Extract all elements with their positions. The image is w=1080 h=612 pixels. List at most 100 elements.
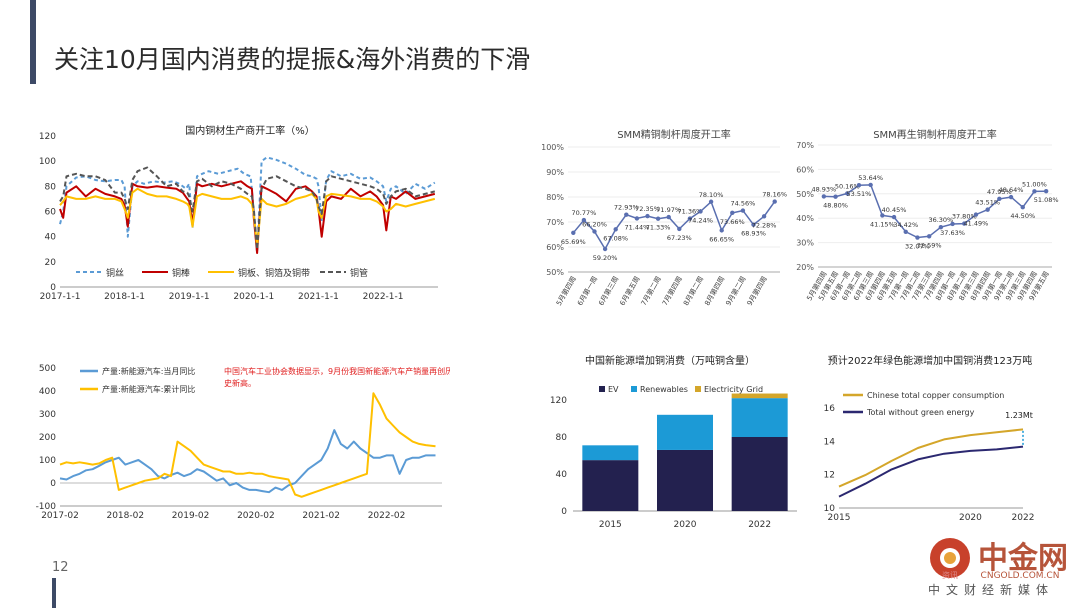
y-tick-label: -100 (36, 502, 57, 512)
data-point (1043, 188, 1049, 194)
y-tick-label: 400 (39, 387, 56, 397)
x-tick-label: 2015 (828, 513, 851, 523)
y-tick-label: 40% (796, 214, 814, 223)
chart-title: SMM精铜制杆周度开工率 (617, 128, 731, 141)
x-tick-label: 2020 (959, 513, 982, 523)
x-tick-label: 2020-02 (237, 511, 275, 521)
y-tick-label: 70% (546, 218, 564, 227)
data-point (698, 209, 703, 214)
y-tick-label: 16 (824, 404, 836, 414)
data-point (985, 207, 990, 212)
bar-segment (731, 398, 788, 437)
data-label: 72.93% (614, 204, 639, 212)
bar-segment (731, 393, 788, 399)
data-point (666, 214, 671, 220)
data-label: 71.36% (678, 208, 703, 216)
page-number: 12 (52, 560, 69, 575)
x-tick-label: 9月第二周 (724, 275, 748, 308)
legend-label: 铜丝 (106, 267, 124, 279)
data-point (634, 216, 640, 221)
data-label: 37.63% (940, 229, 965, 237)
page-title: 关注10月国内消费的提振&海外消费的下滑 (54, 45, 531, 74)
y-tick-label: 10 (824, 504, 836, 514)
data-point (1008, 194, 1014, 200)
y-tick-label: 40 (556, 470, 568, 480)
nev-copper-consumption-chart: 中国新能源增加铜消费（万吨铜含量） EV Renewables Electricity… (550, 354, 797, 530)
nev-production-chart: -100 0 100 200 300 400 500 2017-02 2018-02 2019-0… (36, 364, 450, 521)
data-point (602, 246, 608, 252)
data-point (880, 213, 885, 218)
series-line (59, 429, 436, 494)
logo-core-icon (944, 552, 956, 564)
x-tick-label: 7月第二周 (639, 275, 663, 308)
y-tick-label: 90% (546, 168, 564, 177)
data-label: 65.69% (561, 238, 586, 246)
watermark-logo: 中金网 CNGOLD.COM.CN 中文财经新媒体 资讯 (910, 528, 1080, 608)
bar-segment (657, 449, 713, 511)
data-point (868, 182, 873, 188)
legend-label: EV (608, 385, 619, 394)
x-tick-label: 9月第四周 (745, 275, 769, 308)
data-label: 71.44% (625, 223, 650, 231)
data-point (821, 194, 827, 199)
legend-label: Renewables (640, 385, 688, 394)
y-tick-label: 60 (45, 208, 57, 218)
x-tick-label: 2018-02 (106, 511, 144, 521)
data-label: 32.07% (905, 243, 930, 251)
data-label: 43.51% (975, 199, 1000, 207)
legend-label: 铜板、铜箔及铜带 (238, 267, 310, 279)
data-label: 66.65% (709, 235, 734, 243)
data-point (719, 228, 724, 233)
legend-label: 产量:新能源汽车:累计同比 (102, 384, 195, 394)
x-tick-label: 2022-1-1 (363, 292, 404, 302)
y-tick-label: 200 (39, 433, 56, 443)
data-point (687, 216, 693, 221)
y-tick-label: 100% (541, 143, 564, 152)
legend-label: Chinese total copper consumption (867, 391, 1004, 400)
data-point (740, 208, 746, 213)
x-tick-label: 8月第四周 (702, 275, 726, 308)
smm-refined-rod-chart: SMM精铜制杆周度开工率 50% 60% 70% 80% 90% 100% 65.69% 70.… (541, 128, 787, 308)
data-label: 53.51% (847, 190, 872, 198)
data-point (891, 214, 897, 220)
x-tick-label: 2021-1-1 (298, 292, 339, 302)
y-tick-label: 70% (796, 141, 814, 150)
y-tick-label: 12 (824, 471, 835, 481)
chart-title: 国内铜材生产商开工率（%） (185, 124, 315, 137)
legend-label: Total without green energy (866, 408, 975, 417)
chart-title: SMM再生铜制杆周度开工率 (873, 128, 997, 141)
watermark-graphic: 中金网 CNGOLD.COM.CN 中文财经新媒体 资讯 (928, 538, 1068, 597)
series-line (59, 156, 436, 254)
data-point (677, 226, 682, 232)
x-tick-label: 2022-02 (368, 511, 406, 521)
data-label: 71.33% (646, 224, 671, 232)
data-point (571, 230, 576, 235)
footer-accent-bar (52, 578, 56, 608)
data-point (962, 221, 967, 226)
y-tick-label: 60% (546, 243, 564, 252)
data-point (926, 234, 932, 239)
y-tick-label: 80 (45, 182, 57, 192)
data-label: 51.00% (1022, 180, 1047, 188)
series-line (59, 187, 436, 248)
y-tick-label: 14 (824, 437, 836, 447)
data-point (938, 225, 944, 230)
x-tick-label: 7月第四周 (660, 275, 684, 308)
logo-sub: 资讯 (942, 570, 958, 580)
data-label: 72.28% (752, 221, 777, 229)
data-label: 66.20% (582, 221, 607, 229)
x-tick-label: 2020 (674, 520, 697, 530)
data-label: 53.64% (858, 174, 883, 182)
y-tick-label: 40 (45, 233, 57, 243)
series-line (838, 445, 1024, 498)
data-label: 32.59% (917, 241, 942, 249)
data-point (856, 183, 862, 188)
data-label: 47.95% (987, 188, 1012, 196)
y-tick-label: 0 (561, 507, 567, 517)
y-tick-label: 20 (45, 258, 57, 268)
data-label: 78.10% (699, 191, 724, 199)
bar-segment (731, 437, 788, 511)
x-tick-label: 2017-1-1 (40, 292, 81, 302)
title-accent-bar (30, 0, 36, 84)
data-point (950, 221, 955, 227)
